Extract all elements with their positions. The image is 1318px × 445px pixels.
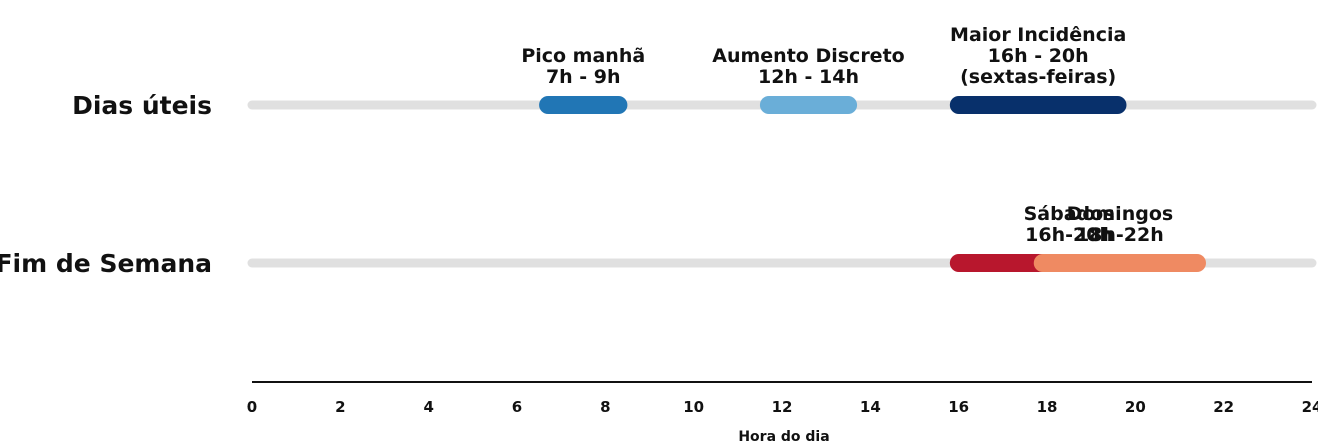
x-tick-label-0: 0 [247,398,257,416]
x-tick-label-16: 16 [948,398,969,416]
x-tick-label-6: 6 [512,398,522,416]
x-axis-title: Hora do dia [738,429,829,445]
x-tick-label-18: 18 [1037,398,1058,416]
annotation-sabados-line-1: Sábados [1024,203,1115,225]
x-axis: 0 2 4 6 8 10 12 14 16 18 20 22 24 [247,381,1318,416]
annotation-maior-incidencia-line-3: (sextas-feiras) [960,66,1116,88]
x-tick-label-12: 12 [772,398,793,416]
x-tick-label-20: 20 [1125,398,1146,416]
x-tick-label-14: 14 [860,398,881,416]
annotation-pico-manha-line-1: Pico manhã [521,45,645,67]
rows-layer: Dias úteis Fim de Semana [0,91,1317,278]
x-tick-label-24: 24 [1302,398,1318,416]
row-label-fim-de-semana: Fim de Semana [0,249,212,278]
x-tick-label-4: 4 [423,398,433,416]
x-tick-label-22: 22 [1213,398,1234,416]
annotation-aumento-discreto-line-1: Aumento Discreto [712,45,904,67]
x-tick-label-8: 8 [600,398,610,416]
annotation-maior-incidencia-line-1: Maior Incidência [950,24,1126,46]
annotation-pico-manha-line-2: 7h - 9h [546,66,621,88]
annotation-maior-incidencia-line-2: 16h - 20h [988,45,1089,67]
annotation-domingos-line-1: Domingos [1067,203,1174,225]
x-tick-label-10: 10 [683,398,704,416]
annotation-domingos-line-2: 18h-22h [1076,224,1164,246]
x-tick-label-2: 2 [335,398,345,416]
bars-layer [539,96,1206,272]
annotation-sabados-line-2: 16h-20h [1025,224,1113,246]
row-label-dias-uteis: Dias úteis [72,91,212,120]
annotation-aumento-discreto-line-2: 12h - 14h [758,66,859,88]
